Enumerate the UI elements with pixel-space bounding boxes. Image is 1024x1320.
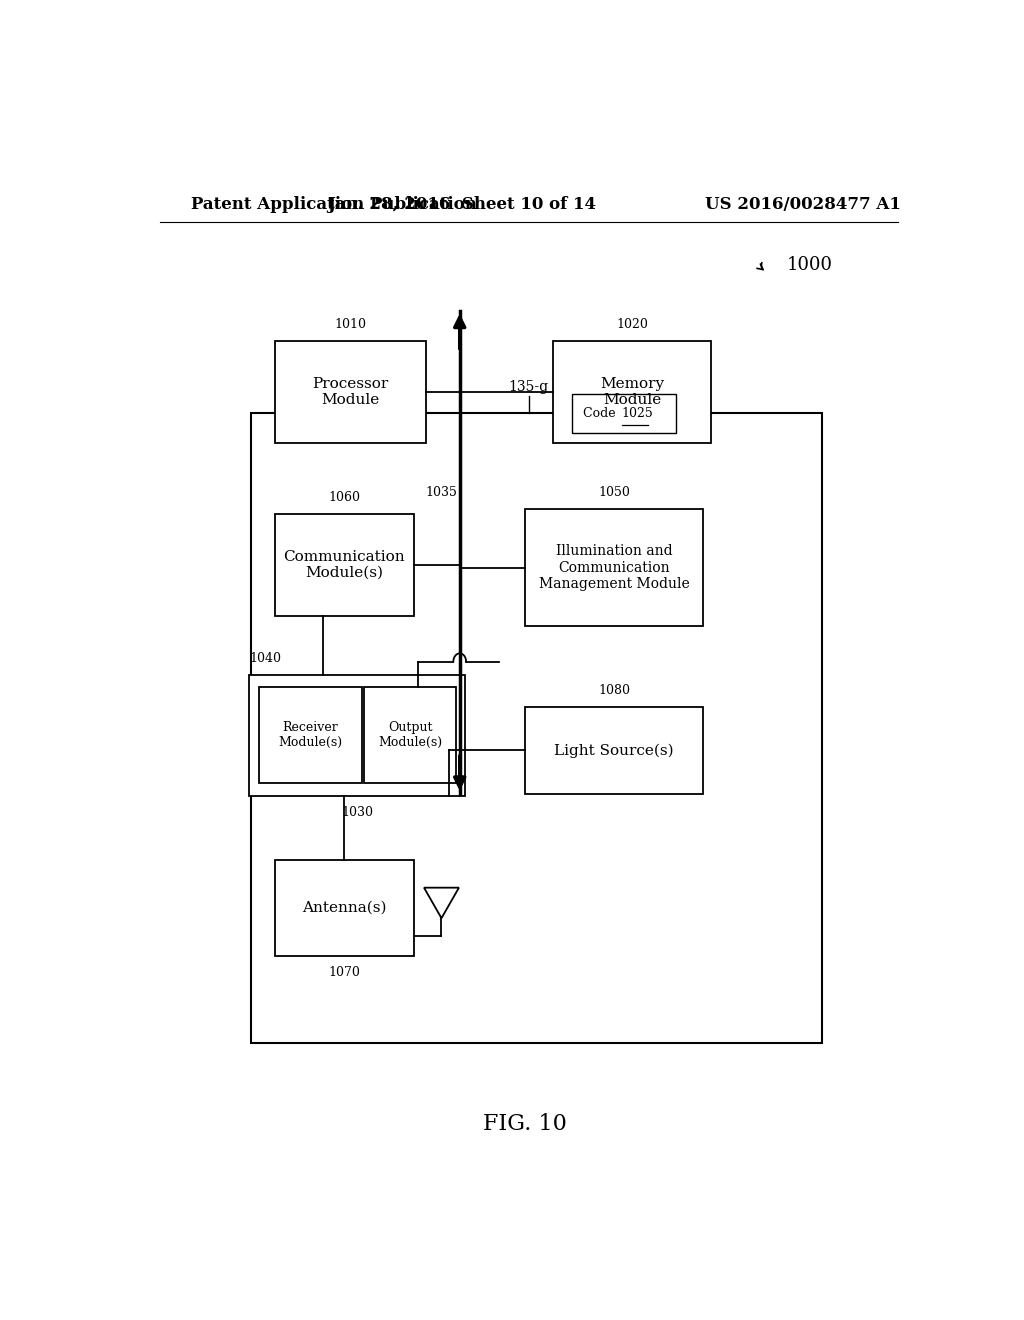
Text: Light Source(s): Light Source(s) [554, 743, 674, 758]
Text: Output
Module(s): Output Module(s) [378, 721, 442, 750]
Text: Illumination and
Communication
Management Module: Illumination and Communication Managemen… [539, 544, 689, 591]
Text: 1030: 1030 [341, 805, 374, 818]
Bar [251, 413, 822, 1043]
Bar [572, 395, 676, 433]
Text: 1010: 1010 [334, 318, 367, 331]
Bar [274, 513, 414, 615]
Text: Jan. 28, 2016  Sheet 10 of 14: Jan. 28, 2016 Sheet 10 of 14 [327, 195, 596, 213]
Text: 1050: 1050 [598, 486, 630, 499]
Text: Communication
Module(s): Communication Module(s) [284, 550, 406, 579]
Text: 1040: 1040 [250, 652, 282, 664]
Bar [524, 510, 703, 626]
Text: Patent Application Publication: Patent Application Publication [191, 195, 477, 213]
Bar [259, 686, 362, 784]
Text: 1020: 1020 [616, 318, 648, 331]
Bar [274, 342, 426, 444]
Text: Code: Code [584, 407, 620, 420]
Text: 135-g: 135-g [509, 380, 549, 395]
Bar [524, 708, 703, 793]
Text: 1060: 1060 [329, 491, 360, 504]
Text: 1025: 1025 [622, 407, 653, 420]
Text: Processor
Module: Processor Module [312, 378, 388, 408]
Text: 1080: 1080 [598, 684, 630, 697]
Text: 1000: 1000 [786, 256, 833, 275]
Text: 1035: 1035 [425, 486, 458, 499]
Text: Receiver
Module(s): Receiver Module(s) [279, 721, 343, 750]
Bar [274, 859, 414, 956]
Bar [553, 342, 712, 444]
Text: FIG. 10: FIG. 10 [483, 1113, 566, 1135]
Bar [250, 675, 465, 796]
Text: Antenna(s): Antenna(s) [302, 902, 386, 915]
Bar [365, 686, 456, 784]
Text: Memory
Module: Memory Module [600, 378, 664, 408]
Text: US 2016/0028477 A1: US 2016/0028477 A1 [705, 195, 900, 213]
Text: 1070: 1070 [329, 966, 360, 979]
